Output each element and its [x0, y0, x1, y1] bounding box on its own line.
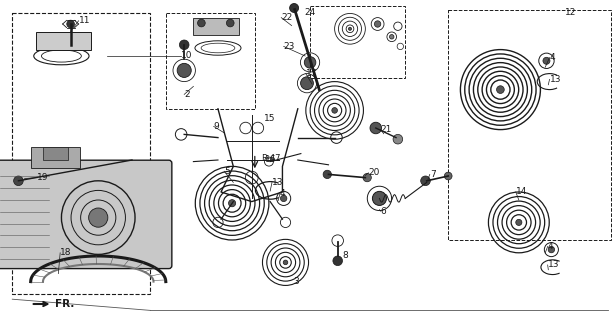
Text: 19: 19	[37, 173, 49, 182]
Text: B-47: B-47	[261, 154, 281, 163]
Bar	[310, 6, 405, 78]
Circle shape	[301, 77, 313, 90]
Circle shape	[363, 173, 371, 182]
Text: 23: 23	[284, 42, 295, 51]
Bar	[166, 13, 255, 109]
Text: 13: 13	[272, 178, 284, 187]
Text: 4: 4	[280, 189, 286, 198]
Text: 10: 10	[181, 52, 193, 60]
Circle shape	[179, 40, 189, 50]
Circle shape	[67, 20, 74, 28]
Text: 3: 3	[293, 277, 299, 286]
Bar	[448, 10, 611, 240]
Bar	[193, 18, 239, 35]
Circle shape	[373, 191, 386, 205]
Circle shape	[198, 19, 205, 27]
Circle shape	[14, 176, 23, 186]
Text: 4: 4	[548, 242, 553, 251]
Circle shape	[543, 57, 550, 64]
Text: 20: 20	[368, 168, 380, 177]
Circle shape	[323, 170, 332, 179]
Text: 13: 13	[548, 260, 559, 269]
Bar	[12, 13, 150, 294]
Circle shape	[516, 219, 522, 226]
Circle shape	[290, 4, 298, 12]
Text: 17: 17	[306, 69, 317, 78]
Circle shape	[389, 35, 394, 39]
Bar	[31, 147, 80, 168]
Bar	[43, 147, 68, 160]
Circle shape	[548, 246, 554, 253]
FancyBboxPatch shape	[0, 160, 172, 268]
Circle shape	[370, 122, 381, 134]
Text: 13: 13	[550, 75, 561, 84]
Circle shape	[348, 27, 352, 30]
Text: 22: 22	[281, 13, 292, 22]
Circle shape	[333, 256, 343, 266]
Circle shape	[88, 208, 108, 227]
Text: 16: 16	[265, 156, 277, 164]
Circle shape	[177, 63, 191, 77]
Circle shape	[228, 200, 236, 207]
Circle shape	[332, 108, 338, 113]
Text: 12: 12	[565, 8, 577, 17]
Text: 21: 21	[381, 125, 392, 134]
Text: 7: 7	[430, 170, 435, 179]
Text: 9: 9	[214, 122, 219, 131]
Circle shape	[227, 19, 234, 27]
Text: 6: 6	[381, 207, 386, 216]
Text: 8: 8	[343, 252, 348, 260]
Text: FR.: FR.	[34, 299, 75, 309]
Circle shape	[421, 176, 430, 186]
Circle shape	[393, 134, 403, 144]
Text: 24: 24	[305, 8, 316, 17]
Circle shape	[497, 86, 504, 93]
Text: 5: 5	[224, 167, 230, 176]
Bar	[36, 32, 91, 50]
Circle shape	[283, 260, 288, 265]
Text: 2: 2	[184, 90, 190, 99]
Text: 11: 11	[79, 16, 90, 25]
Text: 18: 18	[60, 248, 72, 257]
Circle shape	[375, 21, 381, 27]
Text: 4: 4	[550, 53, 555, 62]
Circle shape	[281, 195, 287, 202]
Text: 14: 14	[516, 188, 527, 196]
Circle shape	[445, 172, 452, 180]
Text: 15: 15	[264, 114, 276, 123]
Circle shape	[305, 57, 316, 68]
